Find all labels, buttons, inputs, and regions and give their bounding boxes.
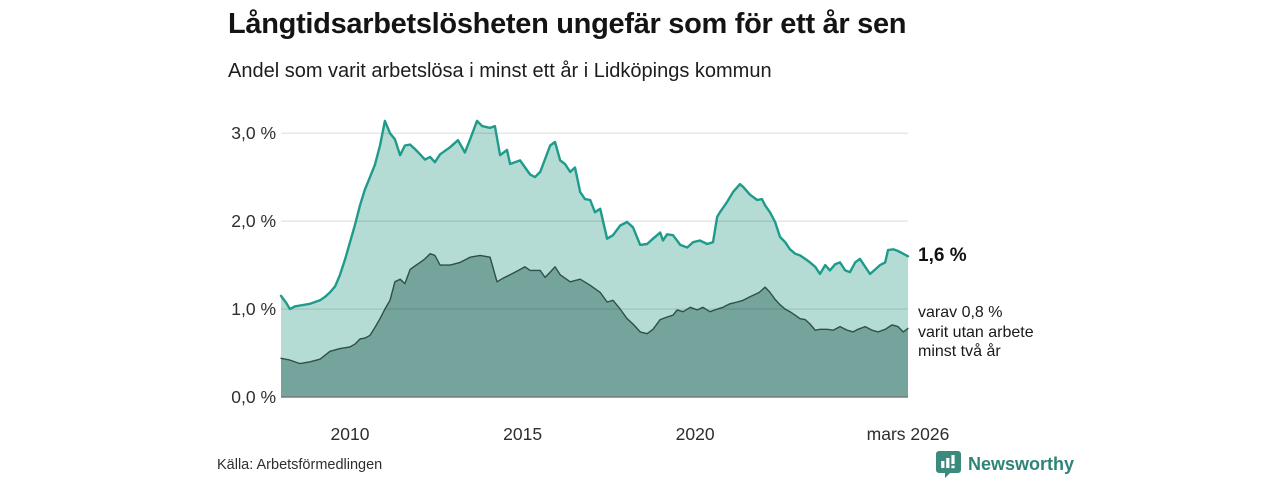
latest-value-label: 1,6 % (918, 245, 967, 266)
y-tick-label: 2,0 % (231, 211, 276, 231)
logo-exclamation-dot (951, 465, 955, 469)
series-line-2 (280, 253, 909, 365)
page-title: Långtidsarbetslösheten ungefär som för e… (228, 8, 907, 40)
page-subtitle: Andel som varit arbetslösa i minst ett å… (228, 60, 772, 82)
x-tick-label: mars 2026 (867, 424, 950, 444)
brand-name: Newsworthy (968, 453, 1075, 474)
newsworthy-brand: Newsworthy (936, 450, 1074, 478)
series-line-1 (279, 119, 910, 311)
newsworthy-logo-icon (936, 451, 961, 478)
source-note: Källa: Arbetsförmedlingen (217, 457, 383, 473)
x-tick-label: 2010 (331, 424, 370, 444)
x-tick-label: 2015 (503, 424, 542, 444)
y-tick-label: 3,0 % (231, 123, 276, 143)
logo-bar-1 (941, 461, 945, 468)
y-tick-label: 0,0 % (231, 387, 276, 407)
logo-bar-2 (946, 458, 950, 468)
secondary-value-label: varav 0,8 % varit utan arbete minst två … (918, 304, 1034, 360)
x-tick-label: 2020 (676, 424, 715, 444)
y-tick-label: 1,0 % (231, 299, 276, 319)
area-fill-2 (281, 253, 908, 397)
logo-exclamation-bar (951, 455, 955, 464)
